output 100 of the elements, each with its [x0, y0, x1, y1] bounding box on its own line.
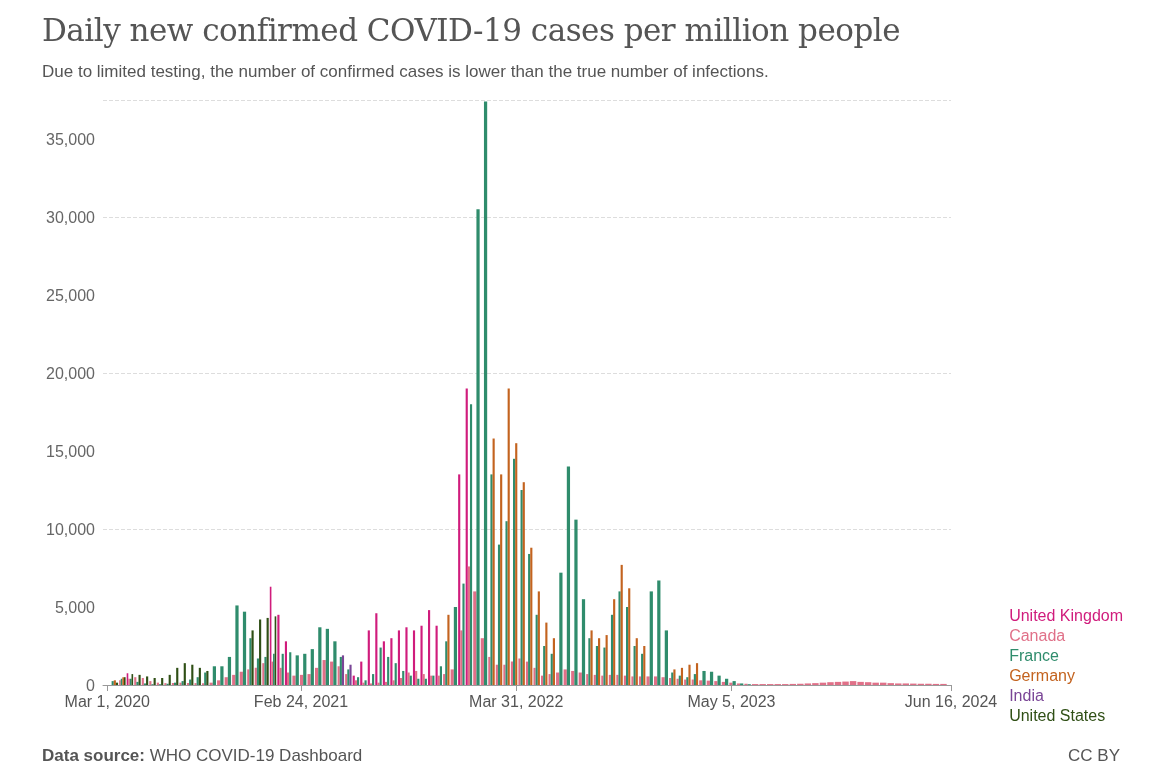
- bar: [725, 678, 729, 685]
- bar: [254, 667, 257, 685]
- bar: [443, 674, 446, 685]
- chart-subtitle: Due to limited testing, the number of confirmed cases is lower than the true number of infections.: [42, 62, 769, 82]
- bar: [310, 649, 314, 685]
- bar: [299, 674, 304, 685]
- bar: [424, 678, 427, 685]
- x-tick-label: May 5, 2023: [687, 692, 776, 710]
- bar: [264, 656, 267, 685]
- bar: [266, 617, 269, 685]
- bar: [235, 605, 239, 685]
- bar: [581, 599, 586, 685]
- text: France: [1009, 646, 1060, 664]
- bar: [289, 652, 292, 685]
- bar: [653, 676, 658, 685]
- bar: [530, 547, 533, 685]
- bar: [635, 638, 638, 685]
- bar: [552, 638, 555, 685]
- bar: [610, 614, 614, 685]
- bar: [402, 670, 405, 685]
- bar: [422, 674, 425, 685]
- bar: [500, 474, 503, 685]
- bar: [525, 661, 529, 685]
- bar: [460, 630, 463, 685]
- bar: [618, 591, 621, 685]
- bar: [415, 670, 418, 685]
- bar: [507, 388, 510, 685]
- bar: [603, 647, 606, 685]
- bar: [646, 676, 650, 685]
- bar: [688, 664, 691, 685]
- bar: [601, 675, 604, 685]
- text: CC BY: [1068, 746, 1120, 766]
- bar: [400, 677, 403, 685]
- text: Germany: [1009, 666, 1075, 684]
- bar: [490, 474, 493, 685]
- bar: [559, 572, 563, 685]
- bar: [437, 675, 440, 685]
- text: India: [1009, 686, 1044, 704]
- bar: [397, 630, 401, 685]
- bar: [377, 682, 380, 685]
- bar: [608, 674, 611, 685]
- bar: [161, 677, 164, 685]
- bar: [318, 627, 322, 685]
- bar: [476, 209, 480, 685]
- bar: [717, 675, 721, 685]
- bar: [522, 482, 525, 685]
- bar: [212, 666, 216, 685]
- bar: [390, 638, 393, 685]
- bar: [467, 566, 470, 685]
- bar: [256, 658, 260, 685]
- bar: [593, 674, 596, 685]
- bar: [492, 438, 495, 685]
- bar: [242, 611, 247, 685]
- y-tick-label: 20,000: [46, 364, 96, 382]
- bar: [556, 672, 560, 685]
- bar: [249, 638, 252, 685]
- y-tick-label: 5,000: [54, 598, 96, 616]
- bar: [262, 663, 265, 685]
- text: United Kingdom: [1009, 606, 1123, 624]
- bar: [183, 663, 186, 685]
- bar: [325, 628, 329, 685]
- bar: [657, 580, 661, 685]
- bar: [638, 676, 642, 685]
- bar: [352, 675, 355, 685]
- bar: [571, 670, 575, 685]
- bar: [153, 677, 156, 685]
- bar: [220, 666, 224, 685]
- bar: [392, 680, 395, 685]
- x-tick-label: Mar 31, 2022: [469, 692, 564, 710]
- bar: [595, 646, 599, 685]
- bar: [664, 630, 668, 685]
- bar: [281, 653, 284, 685]
- bar: [146, 676, 149, 685]
- bar: [465, 388, 468, 685]
- bar: [515, 443, 518, 685]
- bar: [417, 678, 420, 685]
- text: Canada: [1009, 626, 1066, 644]
- bar: [626, 607, 629, 685]
- bar: [548, 674, 551, 685]
- y-tick-label: 35,000: [46, 130, 96, 148]
- x-tick-label: Mar 1, 2020: [64, 692, 151, 710]
- bar: [176, 667, 179, 685]
- bar: [695, 663, 699, 685]
- bar: [232, 674, 236, 685]
- bar: [633, 646, 636, 685]
- bar: [643, 646, 646, 685]
- bar: [259, 619, 262, 685]
- bar: [322, 660, 326, 685]
- bar: [198, 667, 201, 685]
- bar: [469, 404, 473, 685]
- bar: [545, 622, 548, 685]
- bar: [330, 661, 334, 685]
- bar: [574, 519, 578, 685]
- bar: [315, 667, 319, 685]
- bar: [693, 674, 696, 685]
- bar: [613, 599, 616, 685]
- bar: [227, 656, 232, 685]
- bar: [497, 544, 501, 685]
- bar: [196, 677, 199, 685]
- bar: [307, 674, 311, 685]
